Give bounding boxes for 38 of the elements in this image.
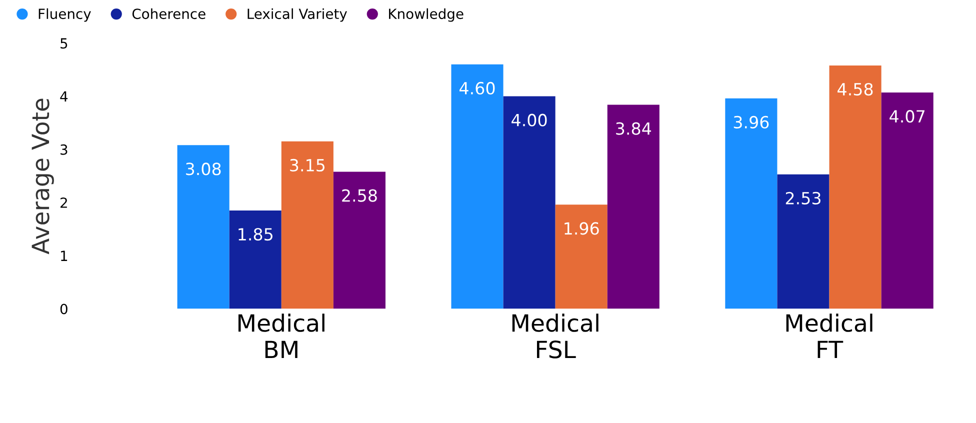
bar [881, 92, 934, 309]
data-label: 2.58 [342, 189, 377, 202]
x-tick-label: Medical FSL [512, 314, 598, 358]
bar [451, 64, 504, 309]
bar [333, 172, 386, 309]
bar [229, 210, 282, 309]
y-axis-title: Average Vote [32, 98, 54, 254]
data-label: 3.15 [290, 158, 325, 172]
data-label: 4.07 [890, 110, 924, 123]
bar [725, 98, 778, 309]
y-tick-label: 1 [61, 250, 68, 261]
x-tick-label: Medical BM [238, 314, 324, 358]
data-label: 1.85 [238, 228, 272, 241]
data-label: 3.08 [186, 162, 221, 176]
data-label: 2.53 [786, 192, 820, 204]
y-tick-label: 3 [60, 144, 68, 155]
bar [777, 174, 830, 309]
bar [555, 204, 608, 309]
bar [177, 145, 230, 309]
y-tick-label: 5 [60, 38, 68, 49]
data-label: 4.00 [512, 114, 547, 126]
legend-label: Lexical Variety [248, 8, 347, 22]
data-label: 3.96 [734, 116, 769, 129]
y-tick-label: 4 [60, 91, 68, 102]
y-tick-label: 2 [60, 198, 67, 208]
data-label: 4.60 [460, 82, 495, 94]
data-label: 3.84 [616, 122, 652, 135]
legend-label: Fluency [38, 8, 91, 22]
x-tick-label: Medical FT [786, 314, 872, 358]
y-tick-label: 0 [60, 304, 68, 314]
legend-label: Coherence [132, 8, 206, 20]
bar [829, 65, 882, 309]
bar [607, 104, 660, 309]
bar [281, 141, 334, 309]
bar [503, 96, 556, 309]
data-label: 1.96 [564, 222, 599, 235]
data-label: 4.58 [838, 82, 873, 96]
legend-label: Knowledge [389, 8, 464, 22]
